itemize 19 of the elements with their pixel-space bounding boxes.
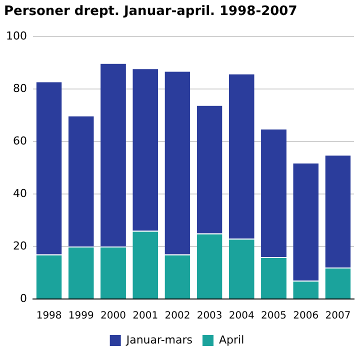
y-tick-label: 80 [12,82,27,95]
y-tick-label: 100 [6,29,27,42]
y-tick-label: 0 [20,292,27,305]
legend-label: April [219,333,244,346]
x-tick-label: 2002 [164,310,190,322]
x-tick-label: 2004 [228,310,254,322]
y-tick-label: 20 [12,239,27,252]
x-tick-label: 2007 [325,310,351,322]
legend-label: Januar-mars [125,333,193,346]
x-tick-label: 2005 [261,310,286,322]
x-tick-label: 1999 [68,310,94,322]
x-tick-label: 2003 [196,310,222,322]
x-tick-label: 2006 [293,310,319,322]
x-tick-label: 2000 [100,310,126,322]
x-tick-label: 1998 [36,310,62,322]
chart-title: Personer drept. Januar-april. 1998-2007 [3,3,298,21]
y-tick-label: 40 [12,186,27,200]
x-tick-label: 2001 [132,310,158,322]
y-tick-label: 60 [12,134,27,148]
